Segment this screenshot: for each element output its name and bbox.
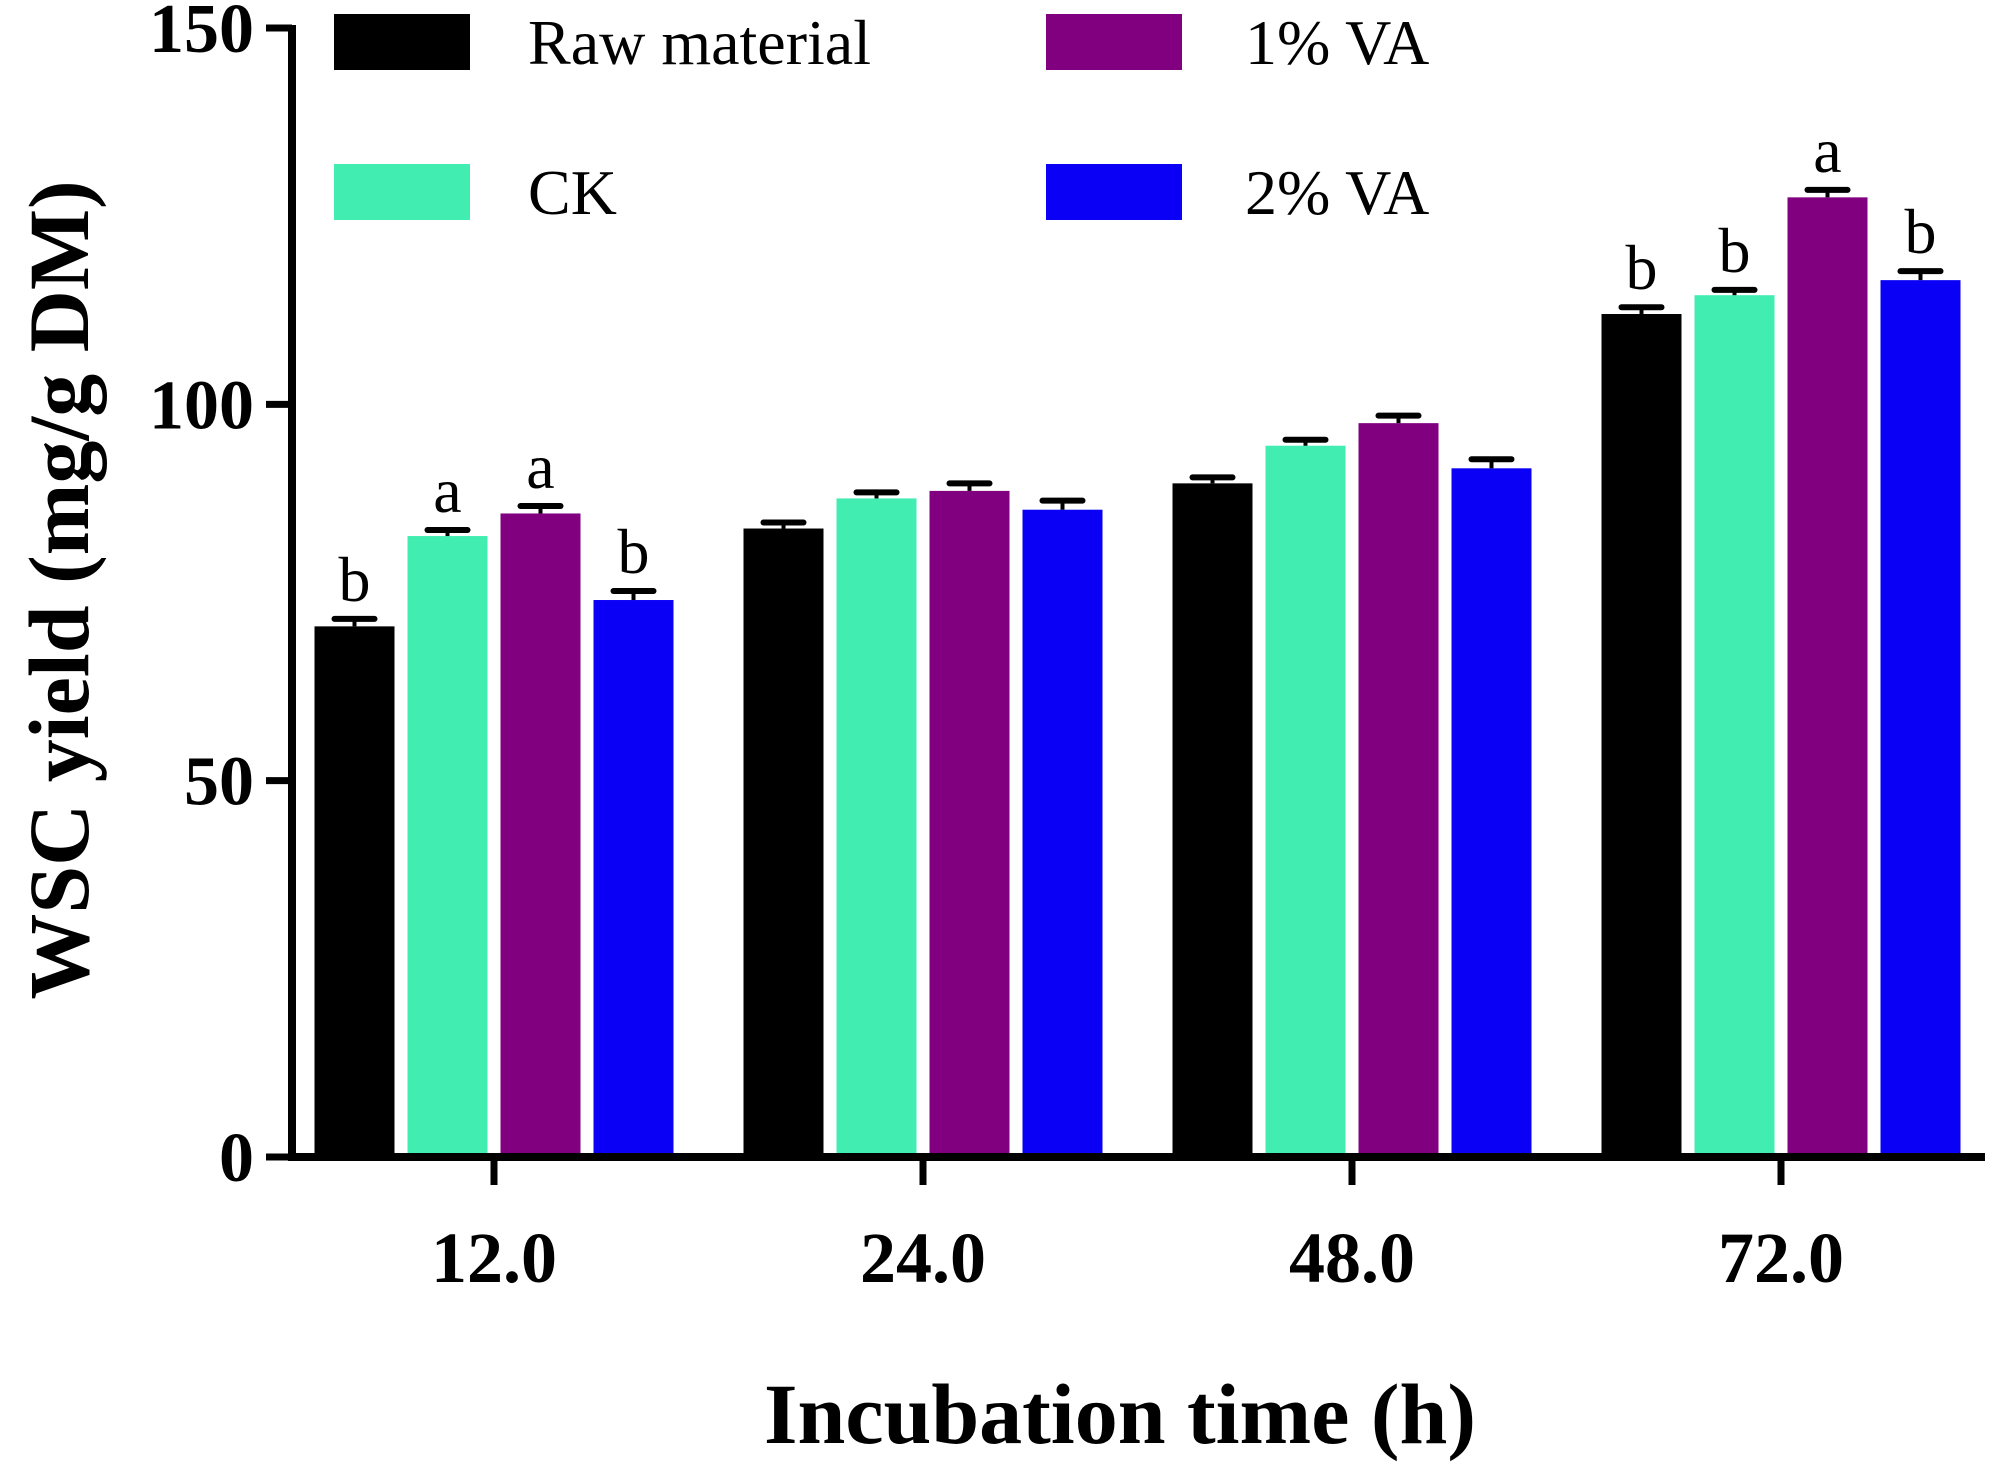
- bar-ck-48-0: [1265, 445, 1346, 1158]
- legend-swatch-2pct-va: [1046, 164, 1182, 220]
- legend-label-raw-material: Raw material: [528, 7, 871, 78]
- legend-swatch-1pct-va: [1046, 14, 1182, 70]
- bar-ck-72-0: [1694, 295, 1775, 1157]
- bar-1pct-va-24-0: [929, 490, 1010, 1157]
- bar-raw-material-48-0: [1172, 483, 1253, 1157]
- significance-label: a: [526, 431, 554, 502]
- x-tick-label: 48.0: [1289, 1218, 1415, 1298]
- legend: Raw material 1% VA CK 2% VA: [334, 7, 1429, 228]
- bar-raw-material-12-0: [314, 626, 395, 1157]
- bar-2pct-va-12-0: [593, 600, 674, 1157]
- legend-label-ck: CK: [528, 157, 617, 228]
- bar-1pct-va-12-0: [500, 513, 581, 1157]
- bars-layer: [314, 186, 1961, 1158]
- legend-label-1pct-va: 1% VA: [1245, 7, 1429, 78]
- significance-label: b: [1905, 196, 1937, 267]
- significance-label: a: [433, 455, 461, 526]
- y-axis-title: WSC yield (mg/g DM): [11, 180, 107, 999]
- significance-label: b: [339, 544, 371, 615]
- bar-1pct-va-72-0: [1787, 197, 1868, 1158]
- significance-label: b: [1719, 215, 1751, 286]
- x-axis-title: Incubation time (h): [764, 1366, 1476, 1462]
- y-tick-label: 0: [219, 1120, 254, 1197]
- significance-label: b: [1626, 232, 1658, 303]
- significance-label: b: [618, 516, 650, 587]
- legend-swatch-raw-material: [334, 14, 470, 70]
- bar-ck-24-0: [836, 498, 917, 1158]
- bar-raw-material-24-0: [743, 528, 824, 1157]
- legend-label-2pct-va: 2% VA: [1245, 157, 1429, 228]
- x-tick-label: 12.0: [431, 1218, 557, 1298]
- bar-1pct-va-48-0: [1358, 423, 1439, 1157]
- axes-layer: 0 50 100 150 12.0 24.0 48.0 72.0 Incubation time…: [11, 0, 1985, 1462]
- y-tick-label: 100: [149, 367, 254, 444]
- bar-ck-12-0: [407, 536, 488, 1157]
- bar-2pct-va-48-0: [1451, 468, 1532, 1157]
- x-tick-label: 24.0: [860, 1218, 986, 1298]
- x-tick-label: 72.0: [1718, 1218, 1844, 1298]
- y-tick-label: 150: [149, 0, 254, 68]
- significance-label: a: [1813, 115, 1841, 186]
- legend-swatch-ck: [334, 164, 470, 220]
- y-tick-label: 50: [184, 744, 254, 821]
- bar-2pct-va-24-0: [1022, 509, 1103, 1157]
- bar-raw-material-72-0: [1601, 314, 1682, 1158]
- bar-2pct-va-72-0: [1880, 280, 1961, 1158]
